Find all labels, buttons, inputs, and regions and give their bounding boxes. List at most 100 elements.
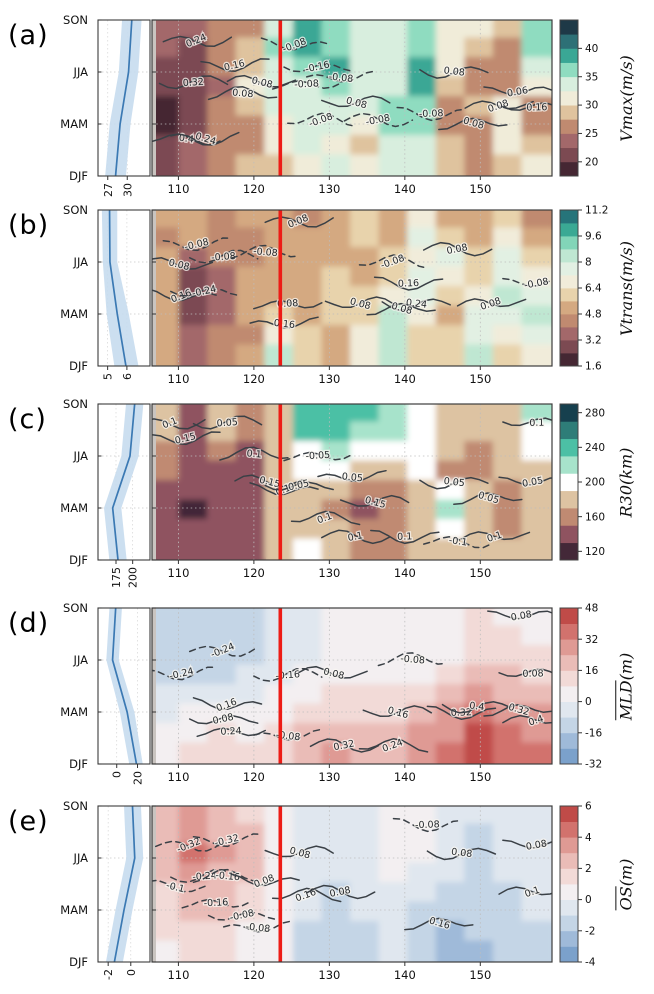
colorbar-tick-label: 0 (585, 894, 592, 906)
colorbar-title-unit: (m) (616, 652, 636, 680)
colorbar-tick-label: 4 (585, 832, 592, 844)
colorbar-tick-label: -2 (585, 925, 595, 937)
season-label: MAM (60, 903, 88, 917)
profile-x-tick-label: 5 (102, 373, 115, 380)
season-label: MAM (60, 117, 88, 131)
longitude-tick-label: 130 (318, 372, 340, 386)
contour-label: 0.24 (405, 297, 427, 310)
contour-label: 0.05 (521, 475, 544, 490)
season-label: SON (63, 203, 88, 217)
season-label: JJA (73, 851, 88, 865)
colorbar-tick-label: 16 (585, 665, 599, 677)
contour-label: 0.08 (522, 668, 543, 679)
longitude-tick-label: 110 (167, 566, 189, 580)
longitude-tick-label: 140 (394, 566, 416, 580)
longitude-tick-label: 120 (243, 372, 265, 386)
longitude-tick-label: 130 (318, 182, 340, 196)
season-label: SON (63, 397, 88, 411)
profile-x-tick-label: 175 (110, 567, 123, 588)
profile-uncertainty-band (105, 20, 142, 176)
longitude-tick-label: 110 (167, 968, 189, 982)
panel-c: (c) SON JJA MAM DJF 175 200 0.1 0.15 0.05 0.1 0.15 0… (0, 397, 654, 604)
longitude-tick-label: 140 (394, 770, 416, 784)
contour-label: 0.06 (506, 85, 529, 100)
colorbar-tick-label: 30 (585, 100, 598, 112)
contour-lines: 0.10.150.050.10.150.10.05-0.050.050.150.… (152, 414, 552, 550)
longitude-tick-label: 130 (318, 770, 340, 784)
season-label: SON (63, 601, 88, 615)
colorbar-tick-label: 240 (585, 442, 605, 454)
colorbar-tick-label: 1.6 (585, 361, 602, 373)
colorbar-title-var: Vmax (616, 95, 636, 142)
longitude-tick-label: 120 (243, 770, 265, 784)
colorbar: -4 -2 0 2 4 6 (559, 801, 596, 969)
profile-mean-line (111, 607, 138, 765)
contour-label: 0.24 (220, 726, 242, 738)
colorbar-tick-label: 120 (585, 546, 605, 558)
longitude-tick-label: 150 (469, 566, 491, 580)
contour-label: -0.1 (448, 535, 468, 548)
profile-x-tick-label: 6 (121, 373, 134, 380)
panel-label: (d) (8, 608, 50, 639)
longitude-tick-label: 150 (469, 372, 491, 386)
colorbar-tick-label: 40 (585, 43, 598, 55)
contour-label: 0.05 (341, 471, 363, 484)
colorbar-title-var: R30 (616, 484, 636, 517)
colorbar-tick-label: 9.6 (585, 231, 602, 243)
panel-d: (d) SON JJA MAM DJF 0 20 -0.24 -0.24 -0.16 -0.08 0.… (0, 601, 654, 808)
contour-label: 0.1 (529, 418, 544, 429)
longitude-tick-label: 110 (167, 372, 189, 386)
contour-label: -0.08 (294, 78, 319, 90)
colorbar: 20 25 30 35 40 (559, 19, 598, 177)
contour-heatmap: -0.32 -0.32-0.24-0.16-0.1 0.08-0.08-0.16-0… (151, 805, 553, 982)
colorbar-title-unit: (m) (616, 858, 636, 886)
colorbar-title: MLD(m) (598, 608, 654, 764)
profile-plot: 27 30 (97, 19, 151, 197)
season-label: JJA (73, 65, 88, 79)
panel-b: (b) SON JJA MAM DJF 5 6 0.08 -0.08 -0.08 -0.08 0.08… (0, 203, 654, 410)
profile-uncertainty-band (106, 608, 143, 764)
colorbar: 1.6 3.2 4.8 6.4 8 9.6 11.2 (559, 205, 608, 373)
colorbar-title: R30(km) (598, 404, 654, 560)
longitude-tick-label: 150 (469, 968, 491, 982)
longitude-tick-label: 130 (318, 566, 340, 580)
colorbar-tick-label: 11.2 (585, 205, 608, 217)
season-label: MAM (60, 705, 88, 719)
season-label: SON (63, 799, 88, 813)
contour-label: 0.05 (216, 417, 238, 429)
longitude-tick-label: 150 (469, 182, 491, 196)
colorbar-title-unit: (m/s) (616, 54, 636, 96)
colorbar-tick-label: 4.8 (585, 309, 602, 321)
colorbar-title: Vtrans(m/s) (598, 210, 654, 366)
contour-label: 0.08 (451, 847, 473, 860)
colorbar-tick-label: -16 (585, 727, 602, 739)
season-label: DJF (69, 169, 88, 183)
colorbar-title-var: Vtrans (616, 281, 636, 336)
colorbar-tick-label: 48 (585, 603, 598, 615)
contour-label: 0.16 (526, 102, 547, 113)
contour-label: -0.08 (245, 921, 271, 935)
contour-label: -0.16 (203, 897, 228, 909)
season-label: DJF (69, 757, 88, 771)
longitude-tick-label: 120 (243, 566, 265, 580)
longitude-tick-label: 130 (318, 968, 340, 982)
panel-e: (e) SON JJA MAM DJF -2 0 -0.32 -0.32 -0.24 -0.16 -0… (0, 799, 654, 994)
contour-label: -0.16 (215, 870, 240, 883)
contour-label: 0.16 (398, 278, 420, 290)
season-label: DJF (69, 553, 88, 567)
longitude-tick-label: 140 (394, 182, 416, 196)
contour-label: 0.16 (273, 318, 295, 331)
colorbar-tick-label: 8 (585, 257, 592, 269)
contour-label: -0.08 (328, 71, 354, 85)
profile-mean-line (113, 805, 136, 963)
colorbar-tick-label: -32 (585, 759, 602, 771)
longitude-tick-label: 120 (243, 968, 265, 982)
colorbar-tick-label: 32 (585, 634, 598, 646)
contour-label: 0.1 (246, 448, 262, 460)
profile-plot: 0 20 (97, 607, 151, 785)
colorbar-title-var: OS (616, 885, 636, 910)
panel-label: (c) (8, 404, 47, 435)
colorbar-tick-label: 6 (585, 801, 592, 813)
